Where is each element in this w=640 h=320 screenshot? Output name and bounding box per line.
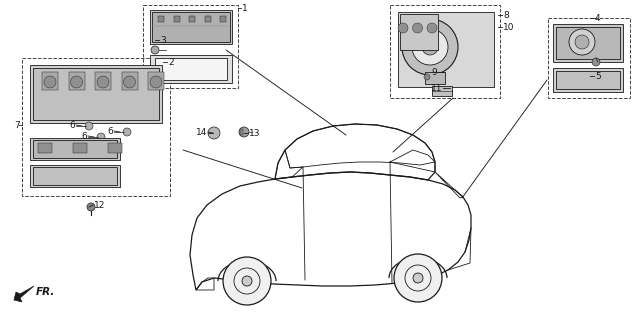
Bar — [553, 68, 623, 92]
Bar — [33, 167, 117, 185]
Bar — [556, 27, 620, 59]
Bar — [30, 65, 162, 123]
Circle shape — [575, 35, 589, 49]
Bar — [173, 16, 179, 22]
Bar — [122, 72, 138, 90]
Bar — [556, 71, 620, 89]
Bar — [189, 16, 195, 22]
Text: 7: 7 — [14, 121, 20, 130]
Circle shape — [85, 122, 93, 130]
Bar — [95, 72, 111, 90]
Bar — [548, 18, 630, 98]
Bar — [33, 140, 117, 158]
Text: 11: 11 — [431, 84, 442, 92]
Circle shape — [422, 39, 438, 55]
Text: 2: 2 — [168, 58, 173, 67]
Bar — [30, 165, 120, 187]
Bar — [158, 16, 164, 22]
Bar — [398, 12, 494, 87]
Bar — [152, 12, 230, 42]
Bar — [390, 5, 500, 98]
Bar — [33, 68, 159, 120]
Circle shape — [402, 19, 458, 75]
Text: 10: 10 — [503, 22, 515, 31]
Text: FR.: FR. — [36, 287, 56, 297]
Bar — [155, 58, 227, 80]
Bar — [220, 16, 226, 22]
Circle shape — [413, 273, 423, 283]
Bar — [42, 72, 58, 90]
Circle shape — [394, 254, 442, 302]
Circle shape — [97, 76, 109, 88]
Bar — [553, 24, 623, 62]
Circle shape — [398, 23, 408, 33]
Circle shape — [150, 76, 162, 88]
Bar — [425, 72, 445, 84]
Bar — [30, 138, 120, 160]
Circle shape — [97, 133, 105, 141]
Text: 14: 14 — [196, 127, 207, 137]
Circle shape — [44, 76, 56, 88]
Circle shape — [124, 76, 136, 88]
Circle shape — [87, 203, 95, 211]
Bar — [108, 143, 122, 153]
Text: 13: 13 — [249, 129, 260, 138]
Bar — [400, 14, 438, 50]
Text: 4: 4 — [595, 13, 600, 22]
Bar — [150, 55, 232, 83]
Text: 12: 12 — [94, 201, 106, 210]
Circle shape — [427, 23, 437, 33]
Text: 6: 6 — [108, 126, 113, 135]
Text: 9: 9 — [431, 68, 437, 76]
Circle shape — [424, 74, 430, 80]
Bar — [73, 143, 87, 153]
Circle shape — [223, 257, 271, 305]
Bar — [148, 72, 164, 90]
Text: 6: 6 — [81, 132, 87, 140]
Bar — [22, 58, 170, 196]
Circle shape — [123, 128, 131, 136]
Bar — [240, 129, 243, 135]
Bar — [68, 72, 84, 90]
Bar — [143, 5, 238, 88]
Circle shape — [592, 58, 600, 66]
Text: 5: 5 — [595, 71, 601, 81]
Text: 1: 1 — [242, 4, 248, 12]
Circle shape — [208, 127, 220, 139]
Circle shape — [151, 46, 159, 54]
Bar — [432, 86, 452, 96]
Circle shape — [413, 23, 422, 33]
Bar — [150, 10, 232, 44]
Bar — [38, 143, 52, 153]
Text: 8: 8 — [503, 11, 509, 20]
Circle shape — [412, 29, 448, 65]
Circle shape — [239, 127, 249, 137]
Polygon shape — [14, 286, 34, 302]
Circle shape — [242, 276, 252, 286]
Bar — [205, 16, 211, 22]
Text: 3: 3 — [160, 36, 166, 44]
Circle shape — [70, 76, 83, 88]
Text: 6: 6 — [69, 121, 75, 130]
Circle shape — [569, 29, 595, 55]
